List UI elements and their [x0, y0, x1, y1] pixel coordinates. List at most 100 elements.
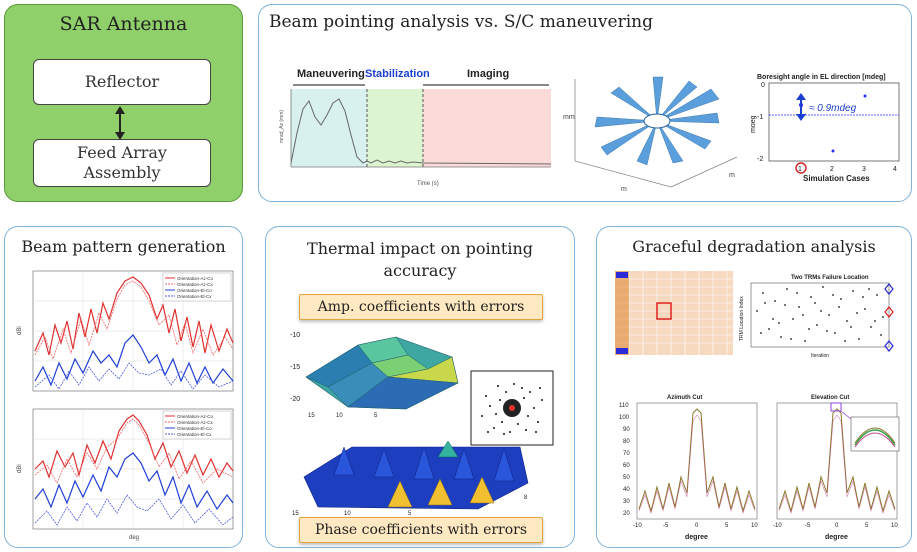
boresight-ytick-0: 0 — [761, 82, 765, 89]
svg-text:5: 5 — [865, 523, 869, 529]
svg-text:15: 15 — [292, 511, 299, 517]
azimuth-cut-line — [638, 408, 756, 513]
svg-text:110: 110 — [619, 403, 629, 409]
cut-charts: Azimuth Cut Elevation Cut 110 100 90 80 … — [619, 395, 900, 541]
graceful-title: Graceful degradation analysis — [632, 237, 876, 256]
svg-text:-20: -20 — [290, 396, 300, 403]
xlabel-bottom: deg — [129, 535, 139, 541]
imaging-region — [423, 89, 551, 167]
elevation-xlabel: degree — [825, 534, 848, 541]
trm-bottom-marker — [616, 348, 628, 354]
legend-bottom-1: Orientation-Az-Cx — [177, 420, 214, 425]
svg-text:80: 80 — [623, 439, 630, 445]
svg-text:15: 15 — [308, 413, 315, 419]
svg-text:-10: -10 — [290, 332, 300, 339]
phase-stabilization: Stabilization — [365, 68, 430, 80]
pattern-bottom-blue-dashed — [34, 494, 234, 526]
amp-surface-plot: -10 -15 -20 15 10 5 — [290, 332, 459, 419]
azimuth-title: Azimuth Cut — [667, 395, 702, 401]
pattern-top-blue — [34, 334, 234, 387]
svg-text:-5: -5 — [805, 523, 811, 529]
ylabel-top: dBi — [17, 326, 23, 335]
boresight-annotation: ≈ 0.9mdeg — [809, 103, 857, 114]
boresight-ytick-1: -1 — [757, 114, 763, 121]
svg-text:10: 10 — [344, 511, 351, 517]
svg-text:5: 5 — [725, 523, 729, 529]
thermal-title-1: Thermal impact on pointing — [307, 239, 533, 258]
azimuth-xlabel: degree — [685, 534, 708, 541]
failure-ylabel: TRM Location Index — [739, 296, 745, 341]
svg-text:40: 40 — [623, 487, 630, 493]
scatter-center — [509, 405, 515, 411]
failure-location-chart: Two TRMs Failure Location TRM Location I… — [739, 275, 894, 359]
boresight-xtick-1: 1 — [798, 166, 802, 173]
time-ylabel: mrad_Az (mm) — [279, 110, 285, 143]
error-scatter-inset — [470, 370, 554, 446]
thermal-title-2: accuracy — [383, 261, 457, 280]
graceful-panel: Graceful degradation analysis Two TRMs F… — [596, 226, 912, 548]
failure-marker-bottom — [884, 340, 894, 352]
failure-marker-top — [884, 283, 894, 295]
beam-pointing-panel: Beam pointing analysis vs. S/C maneuveri… — [258, 4, 912, 202]
boresight-chart: Boresight angle in EL direction [mdeg] ≈… — [751, 74, 900, 183]
phase-surface-plot: 15 10 5 8 — [292, 440, 529, 517]
feed-array-label-2: Assembly — [83, 163, 161, 182]
svg-text:90: 90 — [623, 427, 630, 433]
plot3d-zlabel: mm — [563, 114, 575, 121]
svg-text:-10: -10 — [773, 523, 782, 529]
time-xlabel: Time (s) — [417, 181, 439, 187]
boresight-xtick-4: 4 — [893, 166, 897, 173]
failure-xlabel: Iteration — [811, 353, 829, 359]
feed-array-label-1: Feed Array — [77, 143, 167, 162]
legend-top-0: Orientation-Az-Co — [177, 276, 214, 281]
svg-text:10: 10 — [891, 523, 898, 529]
phase-imaging: Imaging — [467, 68, 509, 80]
reflector-box: Reflector — [33, 59, 211, 105]
boresight-xtick-3: 3 — [862, 166, 866, 173]
beam-pattern-title: Beam pattern generation — [21, 237, 226, 256]
pattern-bottom-blue — [34, 452, 234, 511]
svg-text:0: 0 — [695, 523, 699, 529]
cut-yticks: 110 100 90 80 70 60 50 40 30 20 — [619, 403, 630, 517]
antenna-3d-plot: mm m m — [563, 76, 738, 193]
boresight-point-2 — [831, 149, 835, 153]
connector-arrow — [115, 106, 125, 140]
plot3d-ylabel: m — [729, 172, 735, 179]
pattern-bottom-red-dashed — [34, 418, 234, 484]
svg-text:10: 10 — [751, 523, 758, 529]
legend-bottom-2: Orientation-El-Co — [177, 426, 212, 431]
svg-text:-10: -10 — [633, 523, 642, 529]
legend-top-3: Orientation-El-Cx — [177, 294, 212, 299]
elevation-zoom-box — [830, 402, 842, 412]
svg-text:0: 0 — [835, 523, 839, 529]
time-history-chart: Maneuvering Stabilization Imaging Time (… — [279, 68, 552, 187]
boresight-xlabel: Simulation Cases — [803, 174, 870, 183]
svg-text:60: 60 — [623, 463, 630, 469]
boresight-title: Boresight angle in EL direction [mdeg] — [757, 74, 886, 81]
legend-bottom-3: Orientation-El-Cx — [177, 432, 212, 437]
legend-top-1: Orientation-Az-Cx — [177, 282, 214, 287]
trm-top-marker — [616, 272, 628, 278]
phase-coefficients-label: Phase coefficients with errors — [299, 517, 543, 543]
pattern-top-blue-dashed — [34, 362, 234, 390]
svg-text:-5: -5 — [663, 523, 669, 529]
boresight-ytick-2: -2 — [757, 156, 763, 163]
svg-text:5: 5 — [374, 413, 378, 419]
boresight-point-3 — [863, 94, 867, 98]
legend-top-2: Orientation-El-Co — [177, 288, 212, 293]
svg-text:50: 50 — [623, 475, 630, 481]
elevation-cut-line — [778, 408, 896, 513]
elevation-zoom-inset — [850, 416, 900, 452]
reflector-fan — [594, 76, 720, 166]
svg-text:5: 5 — [408, 511, 412, 517]
trm-failed-cells — [656, 302, 672, 320]
beam-pattern-chart: Orientation-Az-Co Orientation-Az-Cx Orie… — [17, 270, 234, 541]
svg-text:20: 20 — [623, 511, 630, 517]
amp-coefficients-label: Amp. coefficients with errors — [299, 294, 543, 320]
pattern-top-red-dashed — [34, 280, 234, 361]
thermal-panel: Thermal impact on pointing accuracy Amp.… — [265, 226, 575, 548]
boresight-ylabel: mdeg — [751, 115, 757, 133]
sar-antenna-title: SAR Antenna — [59, 13, 188, 35]
elevation-title: Elevation Cut — [811, 395, 849, 401]
svg-text:-15: -15 — [290, 364, 300, 371]
